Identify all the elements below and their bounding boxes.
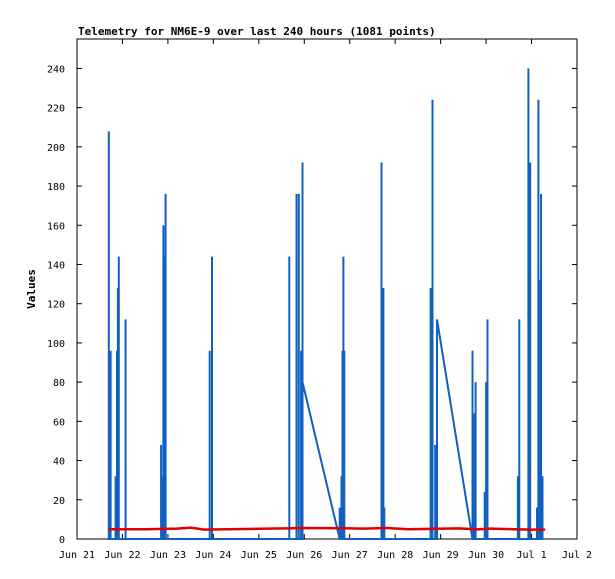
x-tick-label: Jun 27 <box>332 550 368 561</box>
y-tick-label: 20 <box>53 496 65 507</box>
series-layer <box>107 68 546 540</box>
y-tick-label: 100 <box>47 339 65 350</box>
x-tick-label: Jun 28 <box>377 550 413 561</box>
y-tick-label: 240 <box>47 64 65 75</box>
x-axis: Jun 21 Jun 22 Jun 23 Jun 24 Jun 25 Jun 26 Jun … <box>59 39 592 561</box>
x-tick-label: Jun 22 <box>104 550 140 561</box>
y-tick-label: 180 <box>47 182 65 193</box>
chart-title: Telemetry for NM6E-9 over last 240 hours… <box>78 25 436 38</box>
x-tick-label: Jun 29 <box>423 550 459 561</box>
plot-area <box>76 38 578 540</box>
y-tick-label: 220 <box>47 104 65 115</box>
y-tick-label: 120 <box>47 300 65 311</box>
y-tick-label: 60 <box>53 417 65 428</box>
x-tick-label: Jun 24 <box>195 550 231 561</box>
x-tick-label: Jul 1 <box>516 550 546 561</box>
x-tick-label: Jul 2 <box>562 550 592 561</box>
series-line-blue <box>107 68 544 540</box>
x-tick-label: Jun 30 <box>468 550 504 561</box>
y-tick-label: 80 <box>53 378 65 389</box>
series-line-red <box>108 526 546 531</box>
x-tick-label: Jun 23 <box>150 550 186 561</box>
x-tick-label: Jun 26 <box>286 550 322 561</box>
y-tick-label: 40 <box>53 457 65 468</box>
x-tick-label: Jun 21 <box>59 550 95 561</box>
y-tick-label: 0 <box>59 535 65 546</box>
y-axis-label: Values <box>25 269 38 309</box>
y-tick-label: 200 <box>47 143 65 154</box>
y-tick-label: 140 <box>47 260 65 271</box>
y-tick-label: 160 <box>47 221 65 232</box>
y-axis: 0 20 40 60 80 100 120 140 160 180 200 220 240 <box>47 64 577 546</box>
x-tick-label: Jun 25 <box>241 550 277 561</box>
